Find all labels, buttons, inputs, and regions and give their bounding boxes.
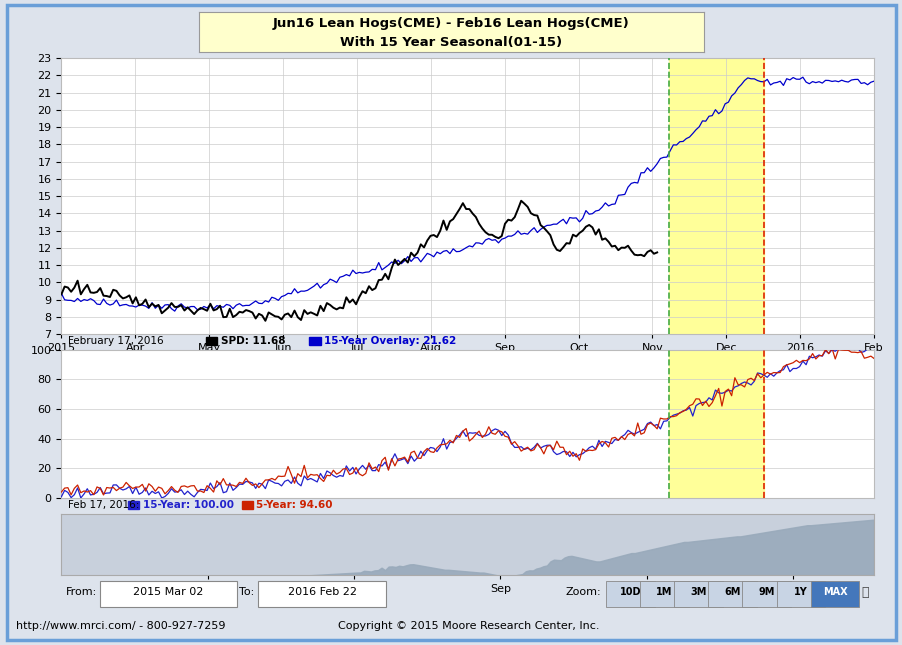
Text: 10D: 10D bbox=[619, 588, 640, 597]
Text: 2016 Feb 22: 2016 Feb 22 bbox=[288, 588, 356, 597]
Text: 3M: 3M bbox=[690, 588, 706, 597]
Text: http://www.mrci.com/ - 800-927-7259: http://www.mrci.com/ - 800-927-7259 bbox=[16, 620, 226, 631]
Text: SPD: 11.68: SPD: 11.68 bbox=[220, 336, 285, 346]
Bar bbox=[668, 58, 763, 334]
Bar bbox=[668, 350, 763, 498]
Bar bbox=[128, 501, 139, 509]
Text: To:: To: bbox=[238, 588, 253, 597]
FancyBboxPatch shape bbox=[776, 580, 824, 608]
Text: Zoom:: Zoom: bbox=[565, 588, 600, 597]
Text: 2015 Mar 02: 2015 Mar 02 bbox=[133, 588, 204, 597]
Bar bbox=[242, 501, 253, 509]
Text: 9M: 9M bbox=[758, 588, 774, 597]
Text: Feb 17, 2016:: Feb 17, 2016: bbox=[68, 500, 139, 510]
FancyBboxPatch shape bbox=[741, 580, 790, 608]
Text: 5-Year: 94.60: 5-Year: 94.60 bbox=[256, 500, 333, 510]
Text: February 17, 2016: February 17, 2016 bbox=[68, 336, 163, 346]
FancyBboxPatch shape bbox=[605, 580, 654, 608]
FancyBboxPatch shape bbox=[707, 580, 756, 608]
Text: 1Y: 1Y bbox=[793, 588, 807, 597]
Bar bbox=[206, 337, 217, 345]
Text: Jun16 Lean Hogs(CME) - Feb16 Lean Hogs(CME): Jun16 Lean Hogs(CME) - Feb16 Lean Hogs(C… bbox=[272, 17, 630, 30]
FancyBboxPatch shape bbox=[674, 580, 723, 608]
Text: ⤢: ⤢ bbox=[860, 586, 868, 599]
FancyBboxPatch shape bbox=[258, 581, 386, 607]
Bar bbox=[308, 337, 320, 345]
Text: 15-Year Overlay: 21.62: 15-Year Overlay: 21.62 bbox=[324, 336, 456, 346]
Text: 1M: 1M bbox=[656, 588, 672, 597]
Text: 15-Year: 100.00: 15-Year: 100.00 bbox=[143, 500, 234, 510]
Text: 6M: 6M bbox=[723, 588, 740, 597]
FancyBboxPatch shape bbox=[810, 580, 859, 608]
Text: From:: From: bbox=[66, 588, 97, 597]
Text: Copyright © 2015 Moore Research Center, Inc.: Copyright © 2015 Moore Research Center, … bbox=[338, 620, 599, 631]
FancyBboxPatch shape bbox=[100, 581, 236, 607]
Text: With 15 Year Seasonal(01-15): With 15 Year Seasonal(01-15) bbox=[340, 36, 562, 49]
FancyBboxPatch shape bbox=[640, 580, 688, 608]
Text: MAX: MAX bbox=[822, 588, 846, 597]
